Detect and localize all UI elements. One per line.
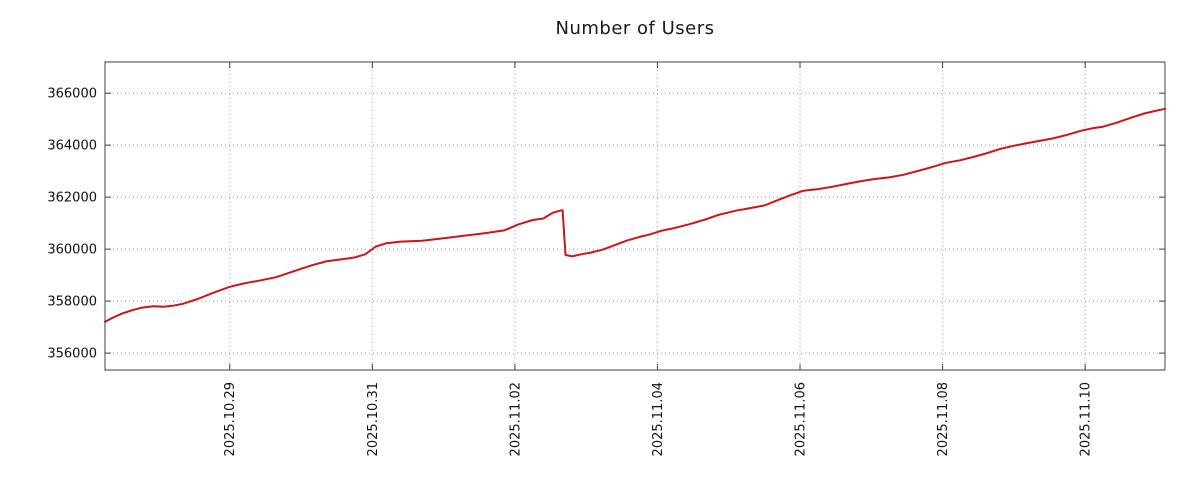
- plot-border: [104, 61, 1166, 371]
- x-tick-label: 2025.11.04: [651, 382, 666, 456]
- y-tick-label: 358000: [47, 295, 97, 310]
- y-tick-label: 356000: [47, 347, 97, 362]
- x-tick-label: 2025.11.08: [936, 382, 951, 456]
- chart-title: Number of Users: [555, 18, 715, 39]
- y-tick-label: 366000: [47, 87, 97, 102]
- series-line: [104, 107, 1166, 323]
- x-tick-label: 2025.11.02: [508, 382, 523, 456]
- y-tick-label: 364000: [47, 139, 97, 154]
- x-tick-label: 2025.10.29: [223, 382, 238, 456]
- x-tick-label: 2025.11.06: [794, 382, 809, 456]
- y-tick-label: 362000: [47, 191, 97, 206]
- y-tick-label: 360000: [47, 243, 97, 258]
- x-tick-label: 2025.11.10: [1079, 382, 1094, 456]
- x-tick-label: 2025.10.31: [366, 382, 381, 456]
